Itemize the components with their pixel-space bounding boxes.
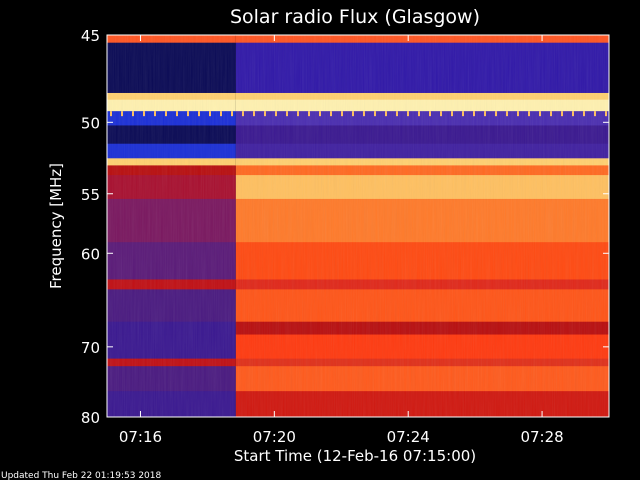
y-tick-label: 80 [81,409,100,427]
chart-title: Solar radio Flux (Glasgow) [230,6,480,28]
x-tick-label: 07:24 [387,428,430,446]
y-tick-label: 70 [81,339,100,357]
y-tick-label: 55 [81,186,100,204]
y-tick-label: 50 [81,114,100,132]
plot-frame [106,34,610,418]
noise-overlay [107,35,609,417]
y-axis: 45 50 55 60 70 80 [81,27,609,427]
x-axis: 07:16 07:20 07:24 07:28 [119,35,564,446]
update-timestamp: Updated Thu Feb 22 01:19:53 2018 [1,471,162,480]
x-tick-label: 07:16 [119,428,162,446]
y-tick-label: 60 [81,245,100,263]
y-tick-label: 45 [81,27,100,45]
x-tick-label: 07:28 [520,428,563,446]
x-axis-label: Start Time (12-Feb-16 07:15:00) [234,447,476,465]
y-axis-label: Frequency [MHz] [47,163,65,289]
x-tick-label: 07:20 [253,428,296,446]
